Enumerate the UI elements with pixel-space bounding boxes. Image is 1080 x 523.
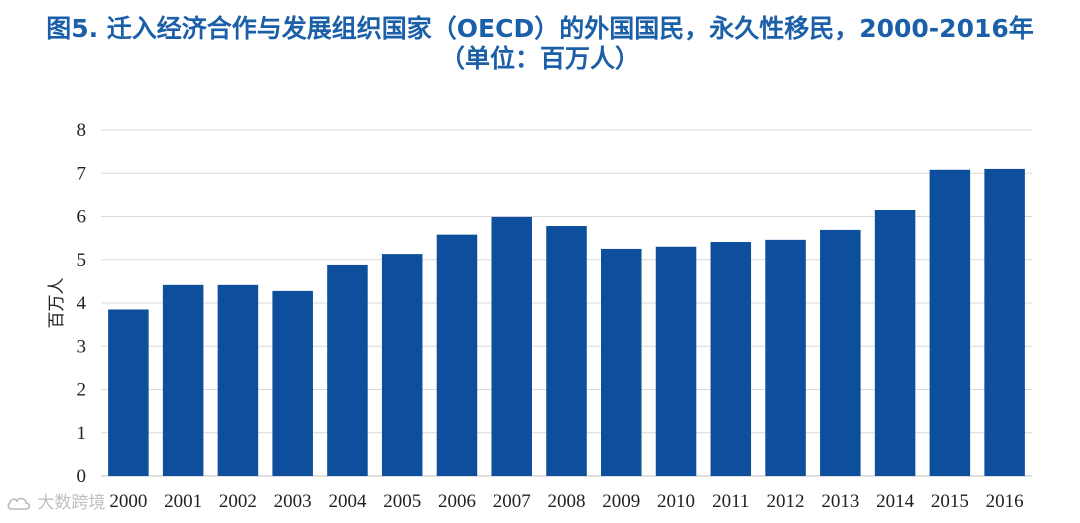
x-tick-label: 2014 [876, 491, 915, 512]
x-tick-label: 2012 [767, 491, 805, 512]
x-tick-label: 2015 [931, 491, 969, 512]
y-tick-label: 8 [77, 120, 87, 141]
x-tick-label: 2009 [602, 491, 640, 512]
y-axis-label: 百万人 [47, 278, 67, 329]
bar-2003 [272, 290, 313, 476]
x-tick-label: 2003 [274, 491, 312, 512]
watermark-text: 大数跨境 [37, 493, 106, 513]
y-axis-ticks: 0 1 2 3 4 5 6 7 8 [77, 120, 87, 487]
y-tick-label: 7 [77, 163, 87, 184]
bar-2015 [929, 169, 971, 477]
chart-title-line-2: （单位：百万人） [439, 44, 640, 73]
bar-2008 [546, 226, 587, 476]
y-tick-label: 0 [77, 466, 87, 487]
x-tick-label: 2013 [821, 491, 859, 512]
bar-2011 [710, 242, 752, 476]
x-tick-label: 2010 [657, 491, 695, 512]
chart-title: 图5. 迁入经济合作与发展组织国家（OECD）的外国国民，永久性移民，2000-… [0, 14, 1080, 74]
bar-2013 [820, 229, 861, 476]
y-tick-label: 1 [77, 423, 87, 444]
bar-2016 [984, 168, 1025, 477]
watermark: 大数跨境 [6, 488, 105, 513]
x-tick-label: 2006 [438, 491, 476, 512]
bar-2009 [601, 248, 642, 476]
chart-title-line-1: 图5. 迁入经济合作与发展组织国家（OECD）的外国国民，永久性移民，2000-… [46, 14, 1034, 43]
x-tick-label: 2008 [548, 491, 586, 512]
x-tick-label: 2016 [986, 491, 1024, 512]
bar-2005 [381, 254, 423, 476]
y-tick-label: 4 [77, 293, 87, 314]
y-tick-label: 3 [77, 336, 87, 357]
bar-2001 [162, 284, 204, 476]
cloud-logo-icon [7, 497, 31, 510]
bar-2000 [108, 309, 149, 476]
x-tick-label: 2005 [383, 491, 421, 512]
bar-2007 [491, 216, 532, 476]
x-tick-label: 2007 [493, 491, 531, 512]
bar-2004 [327, 264, 368, 476]
x-tick-label: 2001 [164, 491, 202, 512]
x-tick-label: 2002 [219, 491, 257, 512]
y-tick-label: 6 [77, 207, 87, 228]
x-axis-ticks: 2000 2001 2002 2003 2004 2005 2006 2007 2008 2009… [109, 491, 1023, 512]
bar-2012 [765, 239, 806, 476]
x-tick-label: 2011 [712, 491, 749, 512]
bars [108, 168, 1025, 477]
bar-2006 [436, 234, 478, 476]
x-tick-label: 2004 [328, 491, 367, 512]
bar-2014 [874, 210, 916, 476]
bar-2010 [655, 246, 697, 476]
x-tick-label: 2000 [109, 491, 147, 512]
bar-2002 [217, 284, 259, 476]
y-tick-label: 5 [77, 250, 87, 271]
y-tick-label: 2 [77, 380, 87, 401]
